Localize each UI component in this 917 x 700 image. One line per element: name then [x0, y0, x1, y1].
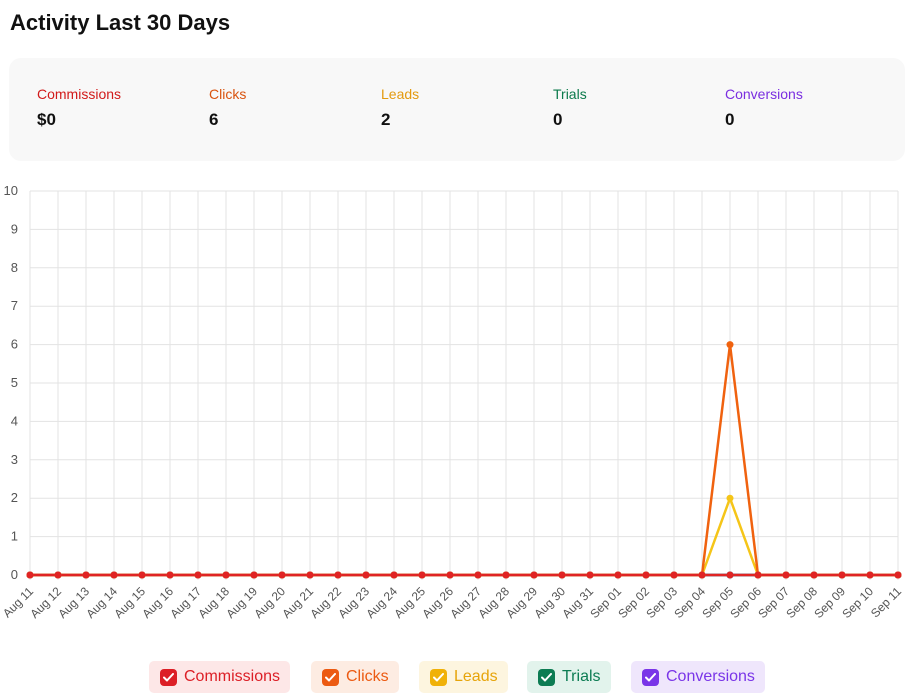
data-point-commissions — [726, 571, 734, 579]
data-point-clicks — [726, 341, 734, 349]
y-tick-label: 4 — [11, 413, 18, 428]
data-point-commissions — [698, 571, 706, 579]
data-point-commissions — [166, 571, 174, 579]
legend-label-clicks: Clicks — [346, 668, 389, 685]
stat-trials: Trials 0 — [553, 86, 587, 130]
check-icon — [430, 668, 447, 686]
x-tick-label: Sep 10 — [839, 584, 876, 621]
data-point-commissions — [194, 571, 202, 579]
legend-item-conversions[interactable]: Conversions — [631, 661, 765, 693]
data-point-commissions — [866, 571, 874, 579]
data-point-commissions — [334, 571, 342, 579]
data-point-commissions — [586, 571, 594, 579]
stat-leads: Leads 2 — [381, 86, 419, 130]
data-point-commissions — [446, 571, 454, 579]
stat-leads-value: 2 — [381, 110, 391, 129]
data-point-commissions — [278, 571, 286, 579]
stat-clicks: Clicks 6 — [209, 86, 246, 130]
stat-conversions-label: Conversions — [725, 86, 803, 102]
data-point-commissions — [642, 571, 650, 579]
stats-summary-card: Commissions $0 Clicks 6 Leads 2 Trials 0… — [9, 58, 905, 161]
data-point-commissions — [110, 571, 118, 579]
data-point-commissions — [670, 571, 678, 579]
stat-clicks-value: 6 — [209, 110, 219, 129]
y-tick-label: 2 — [11, 490, 18, 505]
y-tick-label: 9 — [11, 221, 18, 236]
data-point-commissions — [810, 571, 818, 579]
data-point-leads — [726, 494, 734, 502]
y-tick-label: 5 — [11, 375, 18, 390]
data-point-commissions — [82, 571, 90, 579]
stat-commissions-value: $0 — [37, 110, 56, 129]
y-tick-label: 1 — [11, 529, 18, 544]
data-point-commissions — [530, 571, 538, 579]
legend-item-commissions[interactable]: Commissions — [149, 661, 291, 693]
y-tick-label: 10 — [4, 183, 18, 198]
data-point-commissions — [894, 571, 902, 579]
stat-conversions-value: 0 — [725, 110, 735, 129]
legend-label-commissions: Commissions — [184, 668, 281, 685]
stat-commissions: Commissions $0 — [37, 86, 121, 130]
data-point-commissions — [250, 571, 258, 579]
stat-clicks-label: Clicks — [209, 86, 247, 102]
data-point-commissions — [54, 571, 62, 579]
x-tick-label: Sep 11 — [868, 584, 904, 620]
data-point-commissions — [26, 571, 34, 579]
data-point-commissions — [502, 571, 510, 579]
legend-item-clicks[interactable]: Clicks — [311, 661, 399, 693]
data-point-commissions — [138, 571, 146, 579]
legend-item-trials[interactable]: Trials — [527, 661, 611, 693]
data-point-commissions — [558, 571, 566, 579]
data-point-commissions — [306, 571, 314, 579]
stat-leads-label: Leads — [381, 86, 420, 102]
y-tick-label: 3 — [11, 452, 18, 467]
y-tick-label: 8 — [11, 260, 18, 275]
data-point-commissions — [222, 571, 230, 579]
data-point-commissions — [782, 571, 790, 579]
stat-conversions: Conversions 0 — [725, 86, 803, 130]
legend-label-conversions: Conversions — [666, 668, 755, 685]
legend-label-leads: Leads — [454, 668, 498, 685]
data-point-commissions — [418, 571, 426, 579]
data-point-commissions — [614, 571, 622, 579]
legend-label-trials: Trials — [562, 668, 601, 685]
y-tick-label: 7 — [11, 298, 18, 313]
stat-trials-label: Trials — [553, 86, 587, 102]
check-icon — [538, 668, 555, 686]
check-icon — [642, 668, 659, 686]
stat-trials-value: 0 — [553, 110, 563, 129]
chart-legend: Commissions Clicks Leads Trials Conversi… — [0, 661, 917, 693]
legend-item-leads[interactable]: Leads — [419, 661, 508, 693]
y-tick-label: 6 — [11, 337, 18, 352]
data-point-commissions — [474, 571, 482, 579]
check-icon — [322, 668, 339, 686]
y-tick-label: 0 — [11, 567, 18, 582]
stat-commissions-label: Commissions — [37, 86, 122, 102]
data-point-commissions — [838, 571, 846, 579]
check-icon — [160, 668, 177, 686]
data-point-commissions — [362, 571, 370, 579]
page-title: Activity Last 30 Days — [10, 10, 231, 35]
data-point-commissions — [754, 571, 762, 579]
data-point-commissions — [390, 571, 398, 579]
